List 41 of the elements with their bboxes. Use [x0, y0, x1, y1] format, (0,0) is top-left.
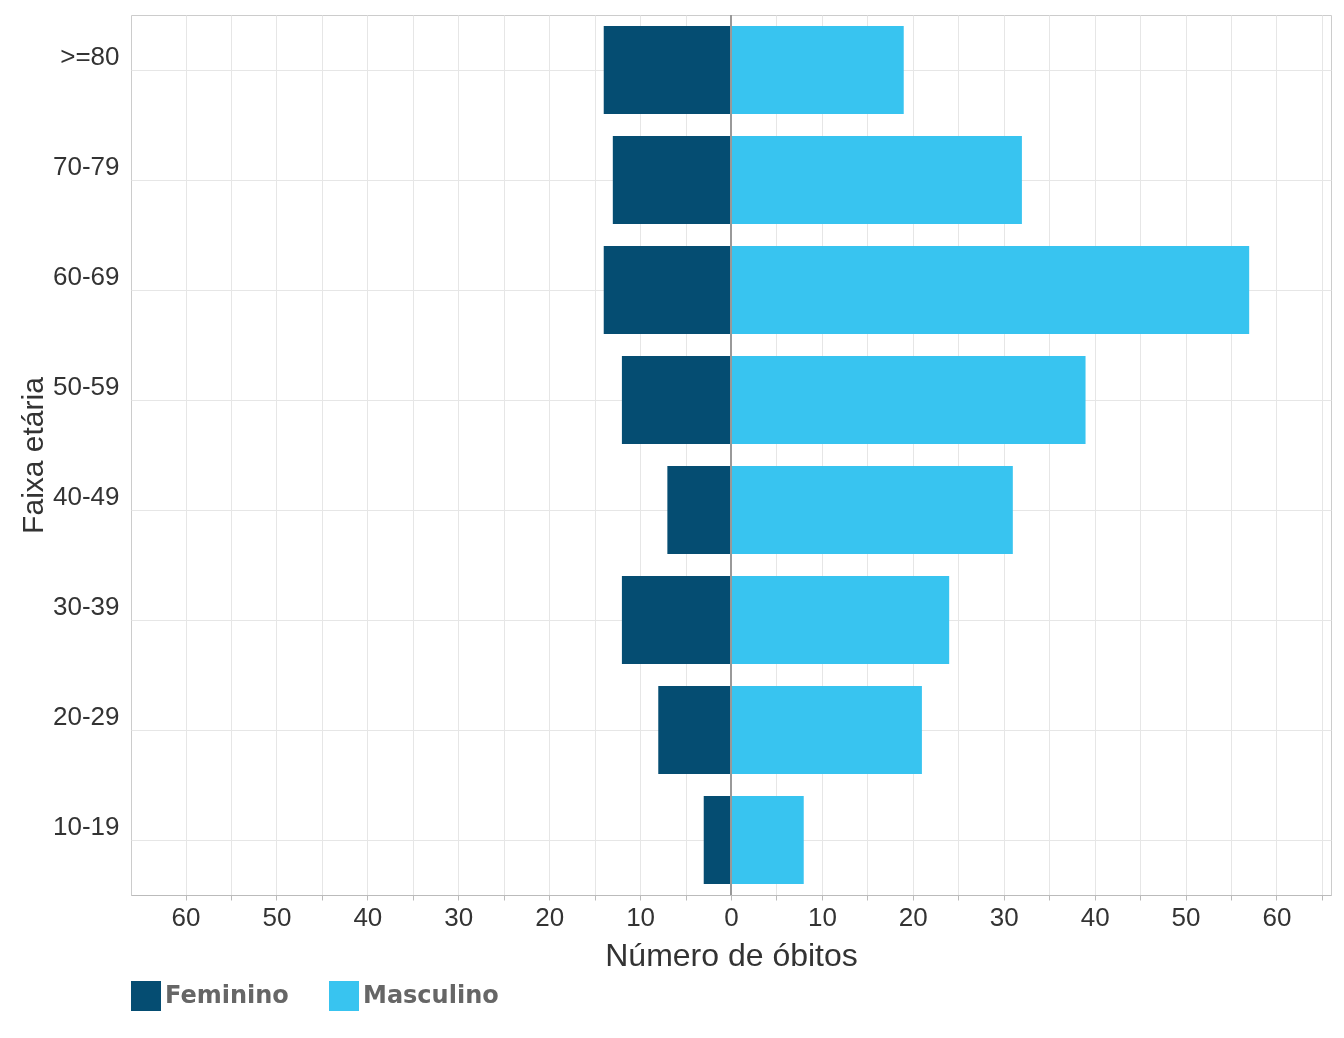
x-tick-label: 60	[1262, 901, 1292, 932]
bar	[731, 356, 1086, 444]
y-tick-label: 50-59	[53, 371, 120, 401]
y-tick-label: 20-29	[53, 701, 120, 731]
bar	[612, 136, 731, 224]
y-tick-label: 30-39	[53, 591, 120, 621]
x-tick-label: 10	[626, 901, 656, 932]
legend-label: Feminino	[165, 981, 289, 1009]
x-tick-label: 0	[724, 901, 739, 932]
x-tick-label: 20	[535, 901, 565, 932]
bar	[703, 796, 731, 884]
y-tick-label: 60-69	[53, 261, 120, 291]
bar	[731, 136, 1022, 224]
bar	[731, 246, 1250, 334]
x-tick-label: 30	[989, 901, 1019, 932]
x-tick-label: 30	[444, 901, 474, 932]
x-tick-label: 20	[898, 901, 928, 932]
x-tick-label: 50	[1171, 901, 1201, 932]
y-tick-label: 40-49	[53, 481, 120, 511]
bar	[603, 26, 731, 114]
bar	[731, 466, 1013, 554]
y-axis-title: Faixa etária	[16, 376, 49, 534]
bar	[731, 796, 804, 884]
bar	[621, 356, 731, 444]
y-tick-label: 70-79	[53, 151, 120, 181]
x-tick-label: 40	[1080, 901, 1110, 932]
bar	[731, 686, 922, 774]
y-tick-label: >=80	[60, 41, 120, 71]
bar	[731, 26, 904, 114]
x-tick-label: 10	[807, 901, 837, 932]
bar	[603, 246, 731, 334]
x-axis-title: Número de óbitos	[605, 936, 858, 973]
bar	[621, 576, 731, 664]
y-tick-label: 10-19	[53, 811, 120, 841]
x-tick-label: 50	[262, 901, 292, 932]
x-tick-label: 60	[171, 901, 201, 932]
x-tick-label: 40	[353, 901, 383, 932]
bar	[731, 576, 950, 664]
bar	[667, 466, 731, 554]
bar	[658, 686, 731, 774]
legend-label: Masculino	[363, 981, 499, 1009]
